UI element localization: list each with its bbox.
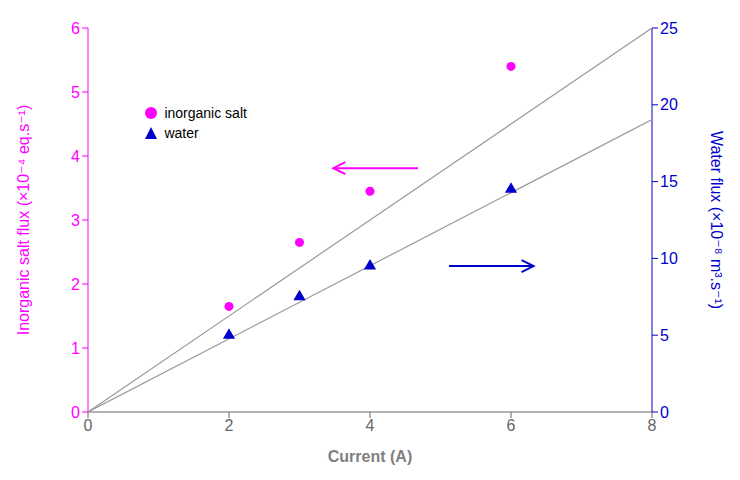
svg-text:2: 2: [71, 276, 80, 293]
svg-text:1: 1: [71, 340, 80, 357]
svg-text:4: 4: [71, 148, 80, 165]
svg-text:0: 0: [71, 404, 80, 421]
svg-text:0: 0: [84, 417, 93, 434]
svg-text:5: 5: [660, 327, 669, 344]
svg-text:8: 8: [648, 417, 657, 434]
svg-text:25: 25: [660, 20, 678, 37]
svg-text:Inorganic salt flux (×10⁻⁴ eq.: Inorganic salt flux (×10⁻⁴ eq.s⁻¹): [15, 105, 32, 336]
svg-text:6: 6: [71, 20, 80, 37]
svg-text:20: 20: [660, 96, 678, 113]
svg-text:15: 15: [660, 173, 678, 190]
svg-text:4: 4: [366, 417, 375, 434]
svg-text:2: 2: [225, 417, 234, 434]
svg-text:3: 3: [71, 212, 80, 229]
svg-text:5: 5: [71, 84, 80, 101]
svg-text:10: 10: [660, 250, 678, 267]
html-text:water: water: [164, 124, 199, 141]
svg-text:0: 0: [660, 404, 669, 421]
svg-text:Current (A): Current (A): [328, 448, 412, 465]
svg-text:Water flux (×10⁻⁸ m³.s⁻¹): Water flux (×10⁻⁸ m³.s⁻¹): [708, 131, 725, 309]
svg-text:6: 6: [507, 417, 516, 434]
html-text:inorganic salt: inorganic salt: [164, 104, 247, 121]
